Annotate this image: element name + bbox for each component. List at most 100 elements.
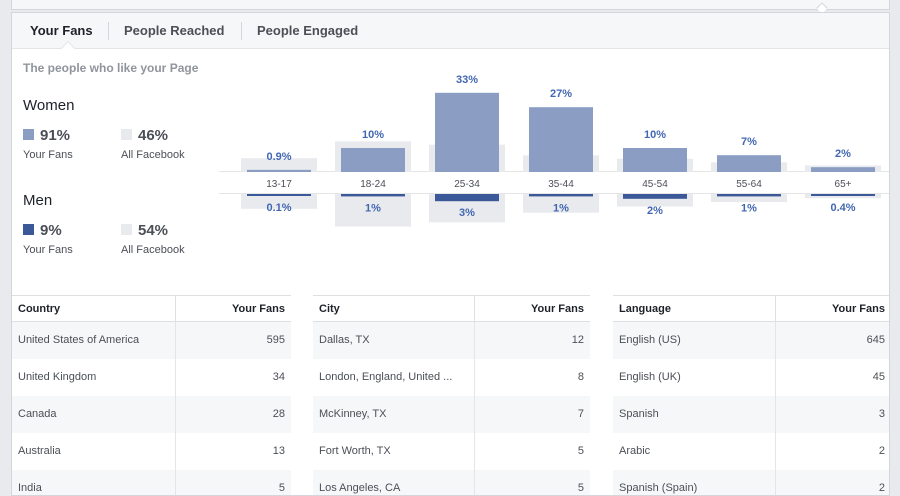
table-row: United Kingdom 34 [12, 358, 291, 396]
column-header[interactable]: Your Fans [473, 295, 590, 322]
row-value: 2 [774, 469, 889, 495]
table-row: English (US) 645 [613, 321, 889, 359]
column-header[interactable]: City [313, 295, 474, 322]
women-bar-label: 10% [362, 129, 384, 141]
women-bar [529, 107, 593, 172]
women-facebook-value: 46% [138, 127, 169, 144]
women-heading: Women [23, 97, 75, 114]
fan-tables: Country Your Fans United States of America… [12, 295, 889, 495]
men-bar [529, 194, 593, 197]
table-row: Dallas, TX 12 [313, 321, 590, 359]
women-bar-label: 33% [456, 74, 478, 86]
facebook-men-bar [617, 194, 693, 207]
table-row: Australia 13 [12, 432, 291, 470]
data-table: Language Your Fans English (US) 645 English … [613, 295, 889, 495]
women-bar [717, 155, 781, 172]
table-row: London, England, United ... 8 [313, 358, 590, 396]
women-facebook-label: All Facebook [121, 149, 185, 161]
row-label: English (US) [613, 321, 775, 359]
women-fans-value: 91% [40, 127, 71, 144]
women-bar [623, 148, 687, 172]
men-heading: Men [23, 192, 53, 209]
column-header[interactable]: Your Fans [174, 295, 291, 322]
men-bar-label: 0.1% [266, 202, 291, 214]
city-table: City Your Fans Dallas, TX 12 London, England… [313, 295, 590, 495]
women-bar [341, 148, 405, 172]
tab-bar: Your Fans People Reached People Engaged [12, 13, 889, 56]
row-label: United States of America [12, 321, 175, 359]
row-value: 45 [774, 358, 889, 396]
table-row: Canada 28 [12, 395, 291, 433]
women-bar-label: 0.9% [266, 151, 291, 163]
column-header[interactable]: Your Fans [774, 295, 889, 322]
table-row: Los Angeles, CA 5 [313, 469, 590, 495]
men-bar-label: 3% [459, 207, 475, 219]
facebook-women-bar [429, 144, 505, 172]
tab-people-reached[interactable]: People Reached [124, 23, 225, 38]
men-fans-value: 9% [40, 222, 62, 239]
row-label: United Kingdom [12, 358, 175, 396]
men-bar-label: 0.4% [830, 202, 855, 214]
row-value: 5 [473, 469, 590, 495]
row-value: 12 [473, 321, 590, 359]
facebook-men-bar [241, 194, 317, 209]
row-value: 8 [473, 358, 590, 396]
table-row: Fort Worth, TX 5 [313, 432, 590, 470]
row-label: McKinney, TX [313, 395, 474, 433]
facebook-swatch [121, 224, 132, 235]
age-axis-band [219, 171, 889, 194]
row-label: Fort Worth, TX [313, 432, 474, 470]
facebook-swatch [121, 129, 132, 140]
table-row: United States of America 595 [12, 321, 291, 359]
table-row: Spanish 3 [613, 395, 889, 433]
table-header-row: City Your Fans [313, 295, 590, 322]
men-facebook-value: 54% [138, 222, 169, 239]
row-value: 2 [774, 432, 889, 470]
column-header[interactable]: Country [12, 295, 175, 322]
facebook-men-bar [805, 194, 881, 199]
men-fans-stat: 9% [23, 222, 62, 239]
row-label: English (UK) [613, 358, 775, 396]
data-table: City Your Fans Dallas, TX 12 London, England… [313, 295, 590, 495]
women-bar [435, 92, 499, 172]
row-value: 5 [174, 469, 291, 495]
men-facebook-label: All Facebook [121, 244, 185, 256]
section-subtitle: The people who like your Page [23, 61, 199, 75]
facebook-women-bar [617, 158, 693, 172]
facebook-men-bar [523, 194, 599, 213]
men-swatch [23, 224, 34, 235]
men-bar [247, 194, 311, 196]
men-facebook-stat: 54% [121, 222, 168, 239]
tab-people-engaged[interactable]: People Engaged [257, 23, 359, 38]
column-header[interactable]: Language [613, 295, 775, 322]
row-label: Spanish [613, 395, 775, 433]
facebook-women-bar [241, 158, 317, 172]
tab-your-fans[interactable]: Your Fans [30, 23, 93, 38]
row-label: Los Angeles, CA [313, 469, 474, 495]
women-facebook-stat: 46% [121, 127, 168, 144]
women-bar-label: 10% [644, 129, 666, 141]
table-row: English (UK) 45 [613, 358, 889, 396]
table-row: India 5 [12, 469, 291, 495]
row-label: Dallas, TX [313, 321, 474, 359]
men-bar [623, 194, 687, 199]
women-bar-label: 7% [741, 136, 757, 148]
row-label: Arabic [613, 432, 775, 470]
row-label: India [12, 469, 175, 495]
men-bar-label: 1% [553, 202, 569, 214]
table-header-row: Country Your Fans [12, 295, 291, 322]
country-table: Country Your Fans United States of America… [12, 295, 291, 495]
men-bar [341, 194, 405, 197]
men-bar [435, 194, 499, 202]
women-bar-label: 2% [835, 148, 851, 160]
facebook-men-bar [711, 194, 787, 203]
table-header-row: Language Your Fans [613, 295, 889, 322]
row-value: 7 [473, 395, 590, 433]
row-label: Canada [12, 395, 175, 433]
previous-panel-strip [11, 0, 890, 14]
row-value: 595 [174, 321, 291, 359]
fans-panel: Your Fans People Reached People Engaged … [11, 12, 890, 496]
row-value: 645 [774, 321, 889, 359]
women-fans-stat: 91% [23, 127, 70, 144]
table-row: Arabic 2 [613, 432, 889, 470]
